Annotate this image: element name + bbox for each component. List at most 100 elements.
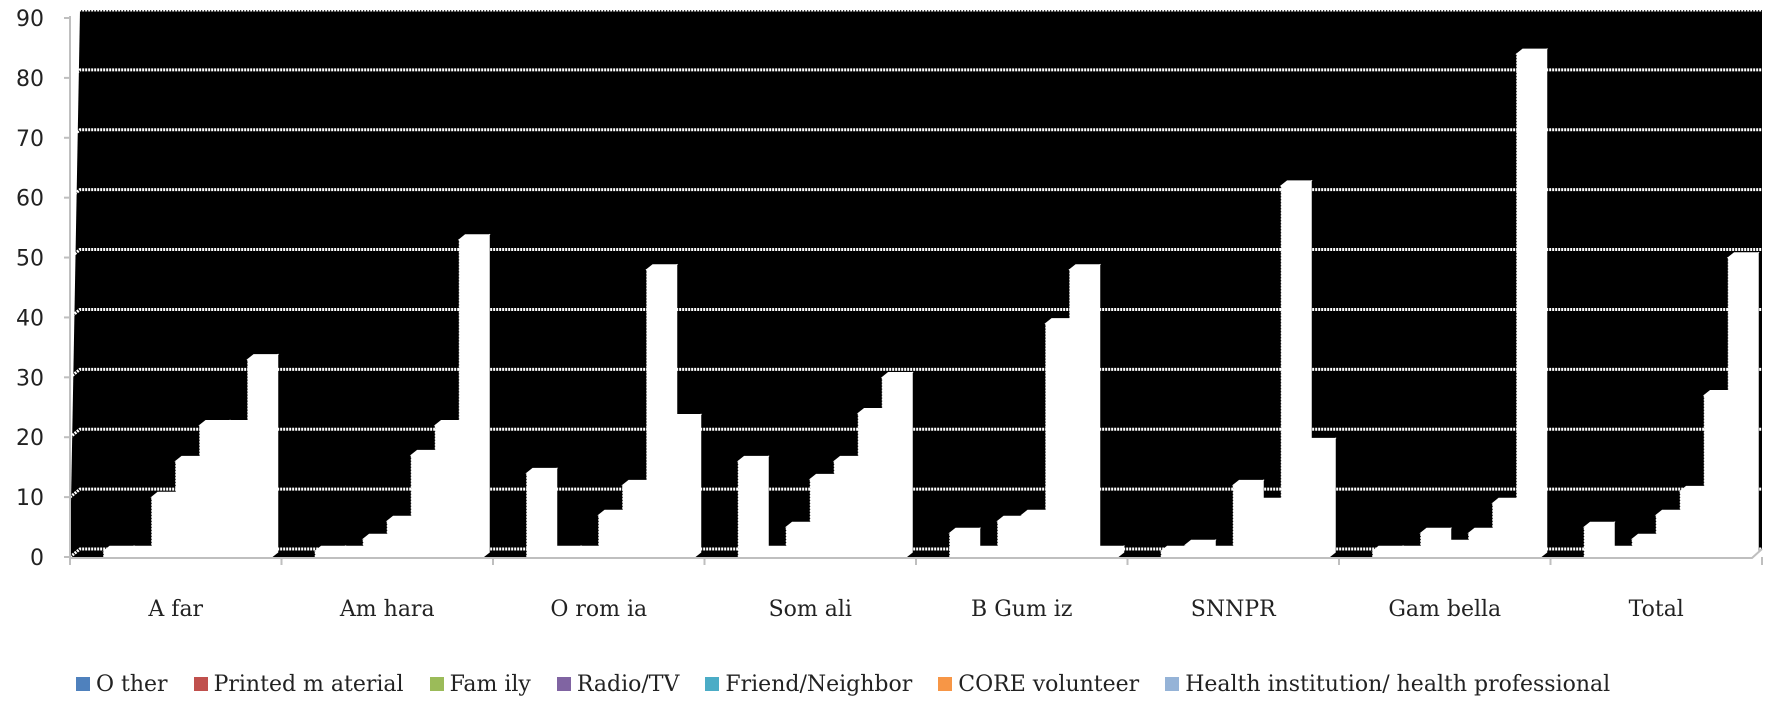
bar-front xyxy=(1631,538,1657,558)
gridline xyxy=(69,487,1762,499)
bar-front xyxy=(1021,514,1047,558)
gridline xyxy=(69,68,1762,80)
bar-front xyxy=(434,424,460,558)
bar-front xyxy=(1256,502,1282,558)
bar-front xyxy=(1304,442,1330,558)
y-tick-label: 60 xyxy=(16,187,44,212)
bar-front xyxy=(1492,502,1518,558)
bar-front xyxy=(646,269,672,558)
bar-front xyxy=(1160,550,1186,558)
plot-area xyxy=(70,10,1762,557)
bar-front xyxy=(574,550,600,558)
y-tick-label: 0 xyxy=(30,546,44,571)
bar xyxy=(880,371,914,559)
bar-front xyxy=(973,550,999,558)
legend: O ther Printed m aterial Fam ily Radio/TV Fr… xyxy=(76,670,1610,698)
bar xyxy=(457,233,491,559)
legend-label: O ther xyxy=(96,671,168,697)
legend-item: O ther xyxy=(76,672,168,697)
bar-front xyxy=(103,550,129,558)
axes xyxy=(64,16,1763,565)
bar-front xyxy=(1396,550,1422,558)
bar-front xyxy=(526,472,552,558)
legend-item: CORE volunteer xyxy=(938,672,1139,697)
legend-swatch xyxy=(76,677,90,691)
bar-front xyxy=(1093,550,1119,558)
bar-front xyxy=(1655,514,1681,558)
bar-front xyxy=(1679,490,1705,558)
bar-front xyxy=(1468,532,1494,558)
bar-chart: 0 10 20 30 40 50 60 70 80 90 A far Am hara O rom ia… xyxy=(16,7,1763,622)
bar-front xyxy=(127,550,153,558)
bar-side xyxy=(1540,48,1548,559)
bar-front xyxy=(247,358,273,558)
bar-side xyxy=(550,467,558,559)
bar-front xyxy=(550,550,576,558)
bar xyxy=(1726,251,1760,559)
bar-front xyxy=(997,520,1023,558)
bar-front xyxy=(1607,550,1633,558)
bar-front xyxy=(670,418,696,558)
x-category-label: SNNPR xyxy=(1191,597,1277,622)
legend-swatch xyxy=(938,677,953,691)
legend-swatch xyxy=(1165,677,1180,691)
x-category-label: O rom ia xyxy=(550,597,647,622)
bar-front xyxy=(1069,269,1095,558)
bar-front xyxy=(598,514,624,558)
bar xyxy=(1582,521,1616,559)
bar-front xyxy=(362,538,388,558)
bar-front xyxy=(1583,526,1609,558)
bar xyxy=(948,527,982,559)
bars xyxy=(102,48,1760,559)
x-axis-categories: A far Am hara O rom ia Som ali B Gum iz SNNPR… xyxy=(147,597,1683,622)
gridline xyxy=(69,367,1762,379)
bar-front xyxy=(458,239,484,558)
y-tick-label: 30 xyxy=(16,366,44,391)
legend-label: CORE volunteer xyxy=(958,671,1140,697)
bar-front xyxy=(1372,550,1398,558)
gridline xyxy=(69,427,1762,439)
legend-item: Health institution/ health professional xyxy=(1165,672,1610,697)
bar-front xyxy=(1727,257,1753,558)
bar-front xyxy=(1516,53,1542,558)
legend-item: Radio/TV xyxy=(556,672,679,697)
bar-front xyxy=(1208,550,1234,558)
y-tick-label: 90 xyxy=(16,7,44,32)
y-tick-label: 80 xyxy=(16,67,44,92)
y-tick-label: 70 xyxy=(16,127,44,152)
bar-front xyxy=(410,454,436,558)
x-category-label: A far xyxy=(147,597,203,622)
y-tick-label: 10 xyxy=(16,486,44,511)
bar-side xyxy=(1751,251,1759,559)
gridlines xyxy=(69,8,1762,559)
bar xyxy=(1303,437,1337,559)
bar-front xyxy=(785,526,811,558)
bar-front xyxy=(761,550,787,558)
bar-front xyxy=(314,550,340,558)
legend-label: Fam ily xyxy=(449,671,531,697)
bar xyxy=(1068,263,1102,559)
bar-front xyxy=(223,424,249,558)
bar-front xyxy=(949,532,975,558)
bar-front xyxy=(1444,544,1470,558)
bar xyxy=(246,353,280,559)
bar xyxy=(1515,48,1549,559)
plot-background xyxy=(70,10,1762,557)
bar xyxy=(669,413,703,559)
legend-item: Printed m aterial xyxy=(193,672,404,697)
bar-side xyxy=(761,455,769,559)
gridline xyxy=(69,188,1762,199)
legend-label: Friend/Neighbor xyxy=(725,671,913,697)
x-category-label: Total xyxy=(1629,597,1684,622)
bar-side xyxy=(905,371,913,559)
x-category-label: Am hara xyxy=(339,597,435,622)
bar xyxy=(1092,545,1126,559)
bar-front xyxy=(199,424,225,558)
x-category-label: Gam bella xyxy=(1388,597,1501,622)
bar-side xyxy=(1328,437,1336,559)
bar-front xyxy=(1703,394,1729,558)
bar-front xyxy=(1232,484,1258,558)
y-tick-label: 40 xyxy=(16,306,44,331)
bar-side xyxy=(482,233,490,559)
bar xyxy=(736,455,770,559)
